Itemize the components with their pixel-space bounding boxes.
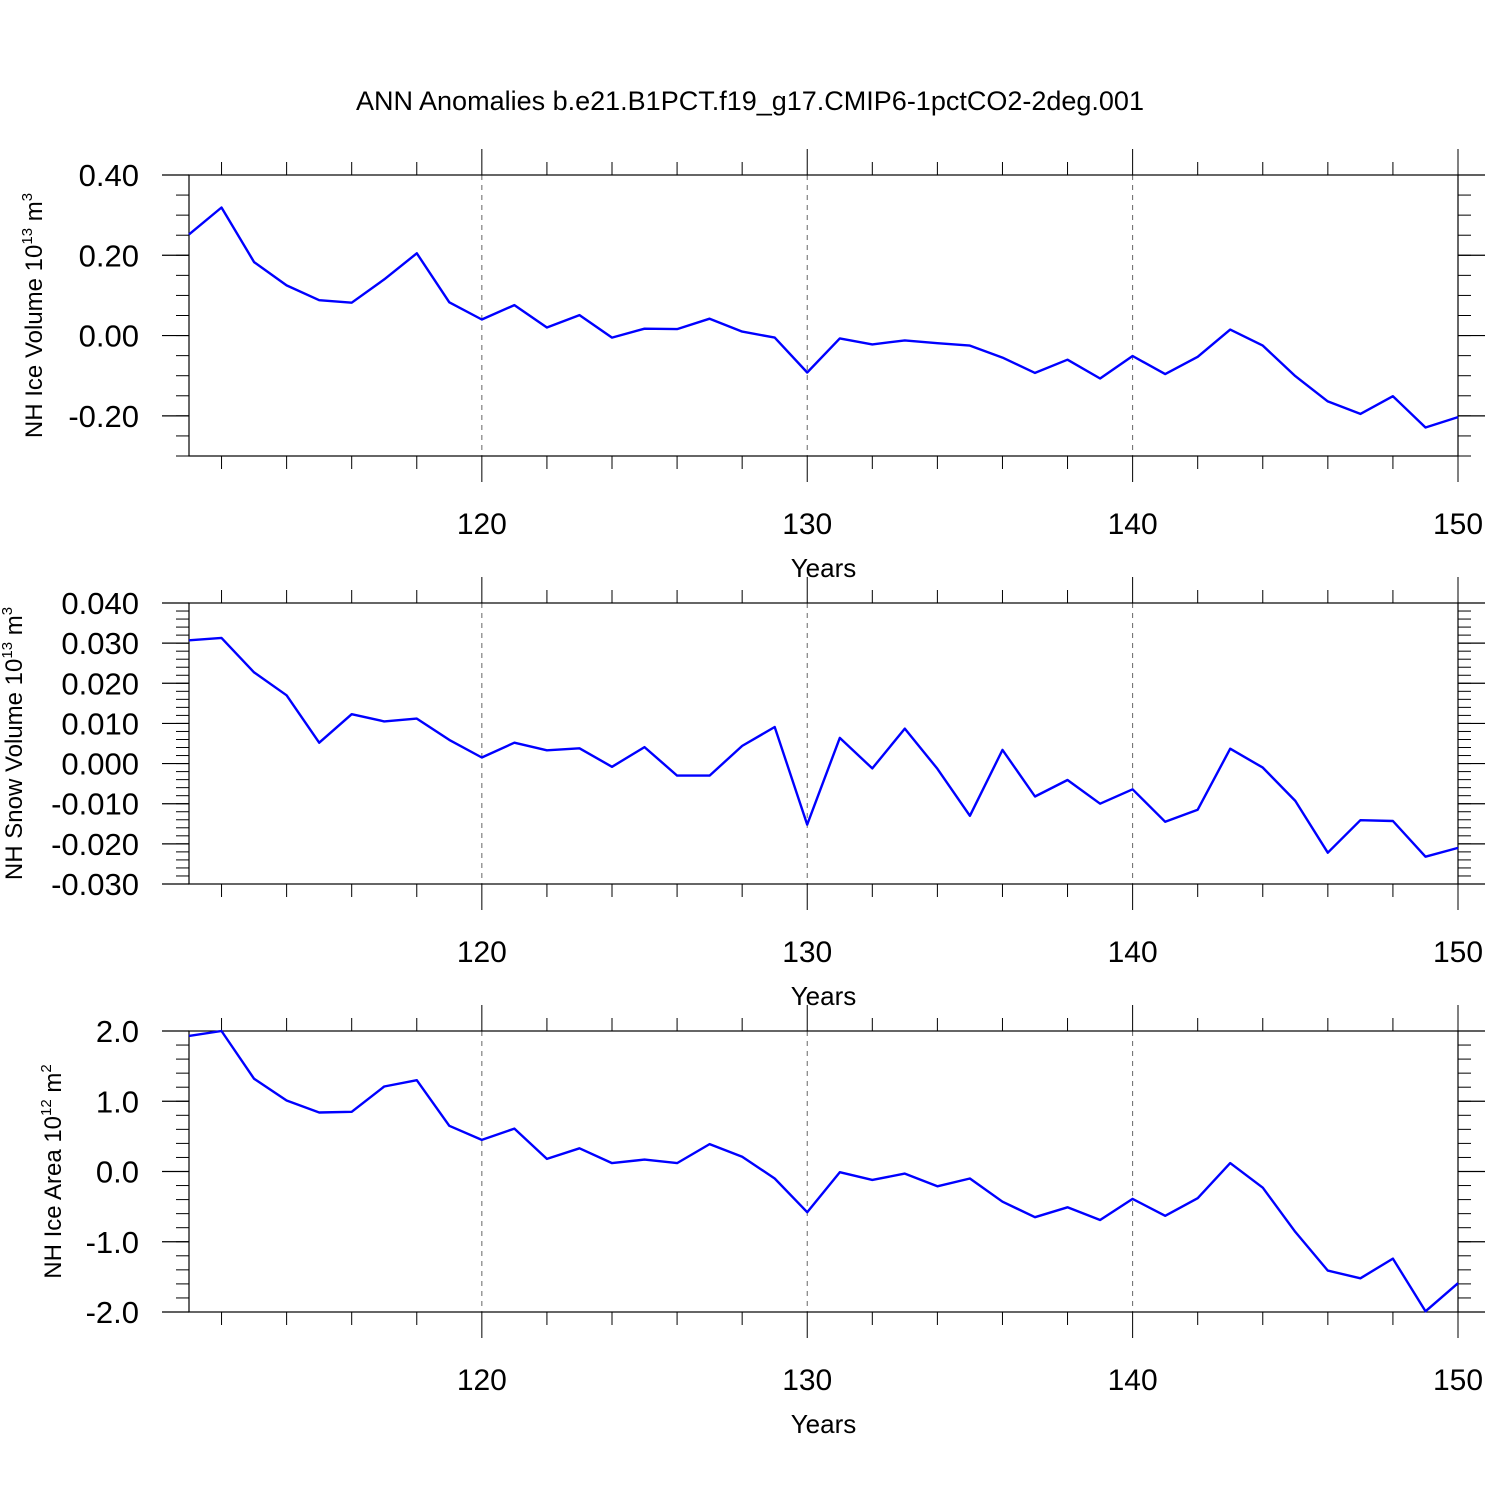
y-tick-label: 0.00 bbox=[79, 319, 139, 354]
x-tick-label: 140 bbox=[1108, 936, 1158, 969]
y-tick-label: 2.0 bbox=[96, 1014, 139, 1049]
x-tick-label: 150 bbox=[1433, 508, 1483, 541]
x-tick-label: 130 bbox=[782, 508, 832, 541]
data-series-line bbox=[188, 206, 1459, 429]
y-tick-label: 0.030 bbox=[61, 626, 139, 661]
plot-frame bbox=[188, 1030, 1459, 1313]
y-axis-label-main: NH Snow Volume 10 bbox=[1, 659, 28, 880]
y-axis-label-exponent: 12 bbox=[38, 1099, 55, 1116]
plot-frame bbox=[188, 602, 1459, 885]
y-axis-label-main: NH Ice Area 10 bbox=[40, 1116, 67, 1279]
x-axis-label: Years bbox=[791, 981, 857, 1011]
y-axis-label-unit: m bbox=[40, 1073, 67, 1100]
panel-3: 120 130 140 150 Years 2.0 1.0 0.0 -1.0 -2.0 NH Ice… bbox=[38, 1005, 1485, 1439]
y-tick-label: 1.0 bbox=[96, 1084, 139, 1119]
y-axis-label-unit-exponent: 3 bbox=[19, 193, 36, 201]
data-series-line bbox=[188, 1029, 1459, 1313]
y-tick-label: 0.40 bbox=[79, 158, 139, 193]
x-axis-label: Years bbox=[791, 1409, 857, 1439]
x-tick-label: 150 bbox=[1433, 936, 1483, 969]
x-tick-label: 130 bbox=[782, 936, 832, 969]
y-tick-label: 0.20 bbox=[79, 238, 139, 273]
y-axis-label-exponent: 13 bbox=[0, 642, 16, 659]
y-axis-label-unit: m bbox=[21, 201, 48, 228]
x-tick-label: 150 bbox=[1433, 1364, 1483, 1397]
chart-title: ANN Anomalies b.e21.B1PCT.f19_g17.CMIP6-… bbox=[356, 86, 1144, 116]
x-tick-label: 120 bbox=[457, 936, 507, 969]
y-axis-label: NH Snow Volume 1013 m3 bbox=[0, 607, 28, 880]
y-axis-label-unit: m bbox=[1, 615, 28, 642]
y-tick-label: 0.0 bbox=[96, 1155, 139, 1190]
plot-frame bbox=[188, 174, 1459, 457]
x-tick-label: 120 bbox=[457, 1364, 507, 1397]
y-tick-label: 0.000 bbox=[61, 747, 139, 782]
x-tick-label: 120 bbox=[457, 508, 507, 541]
x-axis-label: Years bbox=[791, 553, 857, 583]
y-tick-label: -1.0 bbox=[86, 1225, 139, 1260]
y-tick-label: -0.020 bbox=[51, 827, 139, 862]
panel-1: 120 130 140 150 Years 0.40 0.20 0.00 -0.20 NH Ice… bbox=[19, 149, 1485, 583]
y-tick-label: -0.010 bbox=[51, 787, 139, 822]
y-axis-label-unit-exponent: 2 bbox=[38, 1064, 55, 1072]
y-axis-label: NH Ice Area 1012 m2 bbox=[38, 1064, 67, 1278]
y-tick-label: 0.020 bbox=[61, 666, 139, 701]
y-tick-label: -0.20 bbox=[68, 399, 139, 434]
y-axis-label-unit-exponent: 3 bbox=[0, 607, 16, 615]
x-tick-label: 130 bbox=[782, 1364, 832, 1397]
y-axis-label: NH Ice Volume 1013 m3 bbox=[19, 193, 48, 438]
y-tick-label: -2.0 bbox=[86, 1295, 139, 1330]
y-tick-label: -0.030 bbox=[51, 867, 139, 902]
y-axis-label-exponent: 13 bbox=[19, 228, 36, 245]
y-tick-label: 0.040 bbox=[61, 586, 139, 621]
y-tick-label: 0.010 bbox=[61, 706, 139, 741]
y-axis-label-main: NH Ice Volume 10 bbox=[21, 245, 48, 438]
panel-2: 120 130 140 150 Years 0.040 0.030 0.020 0.010 0.0… bbox=[0, 577, 1485, 1011]
x-tick-label: 140 bbox=[1108, 1364, 1158, 1397]
data-series-line bbox=[188, 636, 1459, 858]
x-tick-label: 140 bbox=[1108, 508, 1158, 541]
